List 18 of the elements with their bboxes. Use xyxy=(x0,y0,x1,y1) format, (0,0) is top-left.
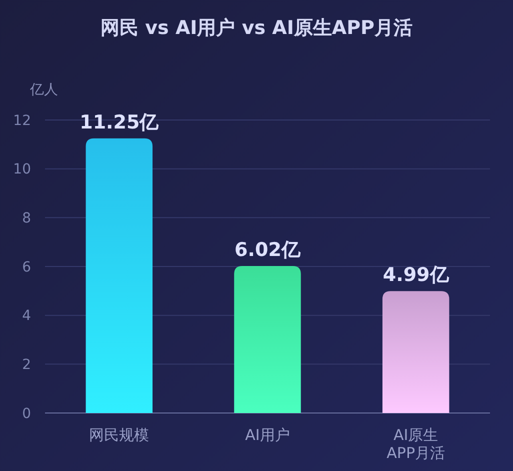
x-tick-label: 网民规模 xyxy=(89,426,150,444)
x-tick-label: AI原生APP月活 xyxy=(386,426,446,462)
bar xyxy=(382,291,450,413)
data-label: 4.99亿 xyxy=(382,264,450,286)
y-tick-label: 8 xyxy=(22,210,31,227)
chart-title: 网民 vs AI用户 vs AI原生APP月活 xyxy=(100,17,412,39)
data-label: 11.25亿 xyxy=(80,111,160,134)
y-tick-label: 4 xyxy=(22,308,32,324)
x-tick-label: AI用户 xyxy=(245,426,290,444)
y-axis-title: 亿人 xyxy=(29,82,58,98)
y-tick-label: 2 xyxy=(22,357,31,374)
bar xyxy=(234,266,301,413)
y-tick-label: 0 xyxy=(22,406,31,422)
y-tick-label: 10 xyxy=(13,162,31,178)
y-tick-label: 6 xyxy=(22,259,32,276)
bar xyxy=(86,138,153,413)
y-tick-label: 12 xyxy=(13,112,31,129)
data-label: 6.02亿 xyxy=(234,239,302,262)
